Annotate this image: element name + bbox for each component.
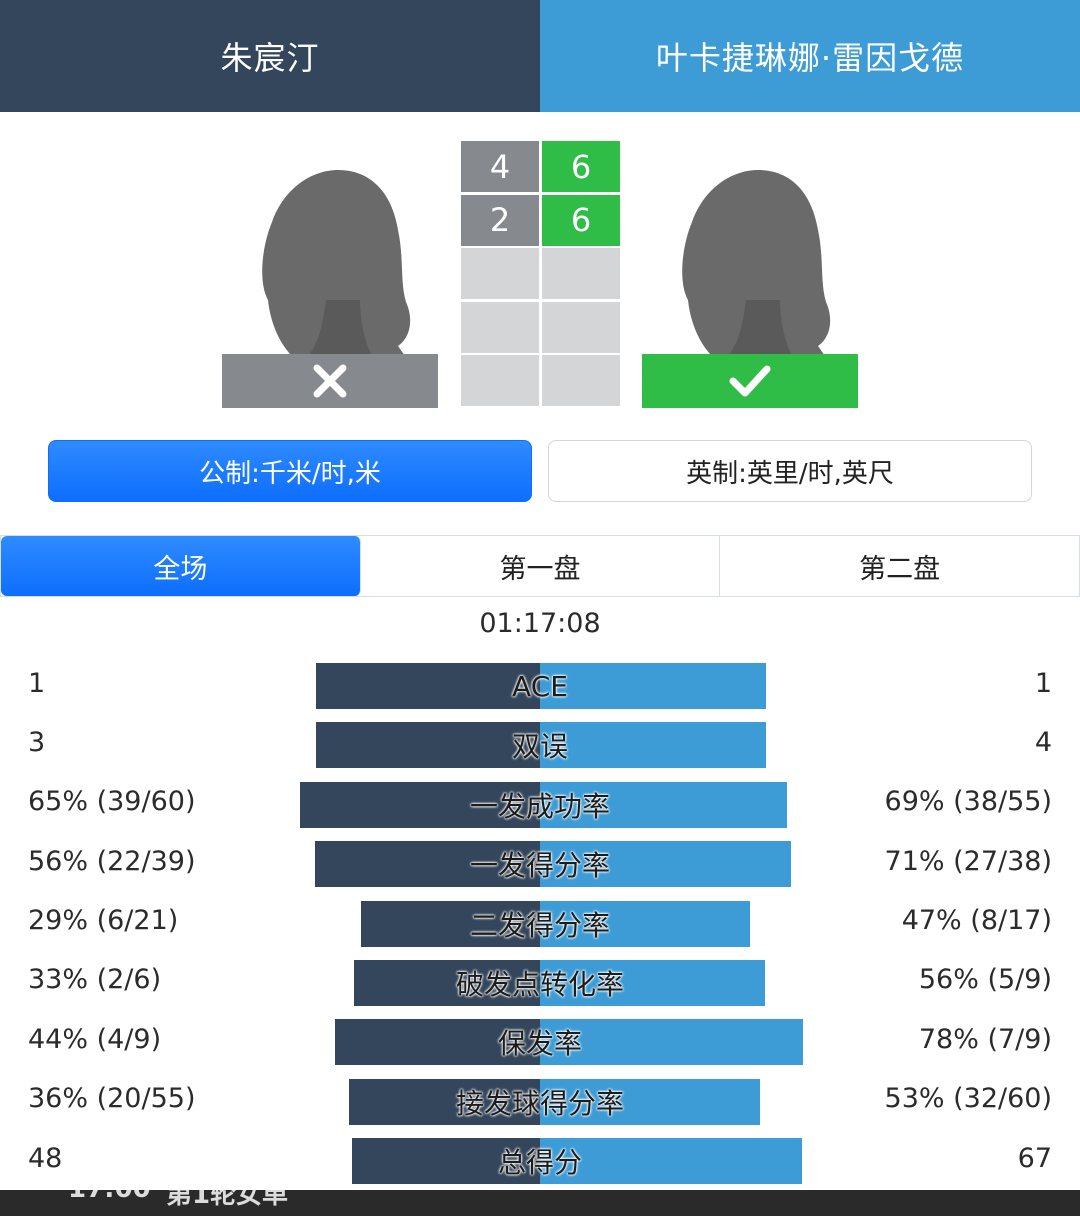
- close-icon: [313, 364, 347, 398]
- stat-right-value: 71% (27/38): [884, 845, 1052, 877]
- stat-right-value: 78% (7/9): [918, 1023, 1052, 1055]
- stat-label: 二发得分率: [469, 908, 610, 942]
- tab-full-match[interactable]: 全场: [1, 536, 361, 596]
- stat-bar-right: [540, 841, 791, 888]
- stat-bar-right: [540, 722, 766, 769]
- stat-bar-right: [540, 900, 750, 947]
- stat-left-value: 65% (39/60): [28, 786, 196, 818]
- next-match-time: 17:00: [68, 1190, 151, 1204]
- stat-label: 一发得分率: [469, 849, 610, 883]
- next-match-round: 第1轮: [166, 1190, 237, 1210]
- stat-left-value: 44% (4/9): [28, 1023, 162, 1055]
- match-header: 朱宸汀 叶卡捷琳娜·雷因戈德: [0, 0, 1080, 112]
- stat-left-value: 36% (20/55): [28, 1083, 196, 1115]
- set4-right-score: [542, 301, 620, 353]
- stat-bar-left: [360, 900, 540, 947]
- stat-label: 总得分: [497, 1146, 582, 1180]
- stat-label: 接发球得分率: [455, 1086, 624, 1120]
- stat-row: 65% (39/60) 69% (38/55) 一发成功率: [0, 778, 1080, 837]
- stat-label: 一发成功率: [469, 789, 610, 823]
- stat-bar-left: [348, 1078, 540, 1125]
- stat-row: 48 67 总得分: [0, 1134, 1080, 1193]
- stat-right-value: 47% (8/17): [901, 905, 1052, 937]
- win-badge: [642, 354, 858, 408]
- set-row: [461, 355, 620, 406]
- set2-right-score: 6: [542, 194, 620, 246]
- player-left-name: 朱宸汀: [0, 0, 540, 112]
- period-tabs: 全场 第一盘 第二盘: [0, 535, 1080, 597]
- stat-right-value: 67: [1017, 1142, 1052, 1174]
- set4-left-score: [461, 301, 539, 353]
- set-row: 4 6: [461, 141, 620, 192]
- set1-right-score: 6: [542, 141, 620, 192]
- check-icon: [729, 365, 771, 397]
- tab-set-1[interactable]: 第一盘: [360, 536, 721, 596]
- player-right-avatar-icon: [642, 150, 858, 408]
- set5-right-score: [542, 355, 620, 406]
- stat-bar-right: [540, 959, 766, 1006]
- stat-label: ACE: [512, 669, 568, 703]
- set-row: [461, 301, 620, 353]
- stat-bar-left: [353, 959, 540, 1006]
- metric-unit-button[interactable]: 公制:千米/时,米: [48, 440, 532, 502]
- set1-left-score: 4: [461, 141, 539, 192]
- player-left-avatar-icon: [222, 150, 438, 408]
- tab-set-2[interactable]: 第二盘: [720, 536, 1080, 596]
- set-scores: 4 6 2 6: [461, 141, 620, 409]
- set-row: 2 6: [461, 194, 620, 246]
- stat-bar-left: [352, 1138, 540, 1185]
- stat-bar-right: [540, 781, 788, 828]
- loss-badge: [222, 354, 438, 408]
- stat-row: 56% (22/39) 71% (27/38) 一发得分率: [0, 837, 1080, 896]
- set-row: [461, 248, 620, 299]
- stat-left-value: 33% (2/6): [28, 964, 162, 996]
- stat-left-value: 56% (22/39): [28, 845, 196, 877]
- stat-label: 破发点转化率: [455, 967, 624, 1001]
- players-panel: 4 6 2 6: [0, 112, 1080, 432]
- imperial-unit-button[interactable]: 英制:英里/时,英尺: [548, 440, 1032, 502]
- set3-left-score: [461, 248, 539, 299]
- stat-right-value: 69% (38/55): [884, 786, 1052, 818]
- stat-bar-right: [540, 663, 766, 709]
- next-match-strip[interactable]: 17:00 第1轮 女单: [0, 1190, 1080, 1216]
- stat-bar-right: [540, 1078, 761, 1125]
- player-right-name: 叶卡捷琳娜·雷因戈德: [540, 0, 1080, 112]
- stat-left-value: 29% (6/21): [28, 905, 179, 937]
- stat-bar-left: [314, 841, 540, 888]
- set5-left-score: [461, 355, 539, 406]
- stat-bar-right: [540, 1019, 803, 1066]
- set2-left-score: 2: [461, 194, 539, 246]
- stat-bar-right: [540, 1138, 802, 1185]
- next-match-event: 女单: [236, 1190, 289, 1210]
- stat-right-value: 56% (5/9): [918, 964, 1052, 996]
- stat-row: 3 4 双误: [0, 718, 1080, 777]
- match-duration: 01:17:08: [479, 608, 601, 639]
- stat-right-value: 1: [1034, 667, 1052, 699]
- stat-left-value: 48: [28, 1142, 63, 1174]
- stat-row: 44% (4/9) 78% (7/9) 保发率: [0, 1015, 1080, 1074]
- stat-bar-left: [299, 781, 540, 828]
- stat-right-value: 4: [1034, 726, 1052, 758]
- stat-left-value: 1: [28, 667, 46, 699]
- stat-row: 33% (2/6) 56% (5/9) 破发点转化率: [0, 956, 1080, 1015]
- stat-row: 1 1 ACE: [0, 659, 1080, 718]
- stat-row: 29% (6/21) 47% (8/17) 二发得分率: [0, 897, 1080, 956]
- stat-bar-left: [335, 1019, 540, 1066]
- stat-left-value: 3: [28, 726, 46, 758]
- stat-label: 双误: [511, 730, 568, 764]
- stats-table: 1 1 ACE 3 4 双误 65% (39/60) 69% (38/55) 一发成功率 56% …: [0, 659, 1080, 1194]
- stat-right-value: 53% (32/60): [884, 1083, 1052, 1115]
- unit-toggle: 公制:千米/时,米 英制:英里/时,英尺: [48, 440, 1032, 502]
- set3-right-score: [542, 248, 620, 299]
- stat-row: 36% (20/55) 53% (32/60) 接发球得分率: [0, 1075, 1080, 1134]
- stat-bar-left: [316, 663, 540, 709]
- stat-label: 保发率: [497, 1027, 582, 1061]
- stat-bar-left: [316, 722, 540, 769]
